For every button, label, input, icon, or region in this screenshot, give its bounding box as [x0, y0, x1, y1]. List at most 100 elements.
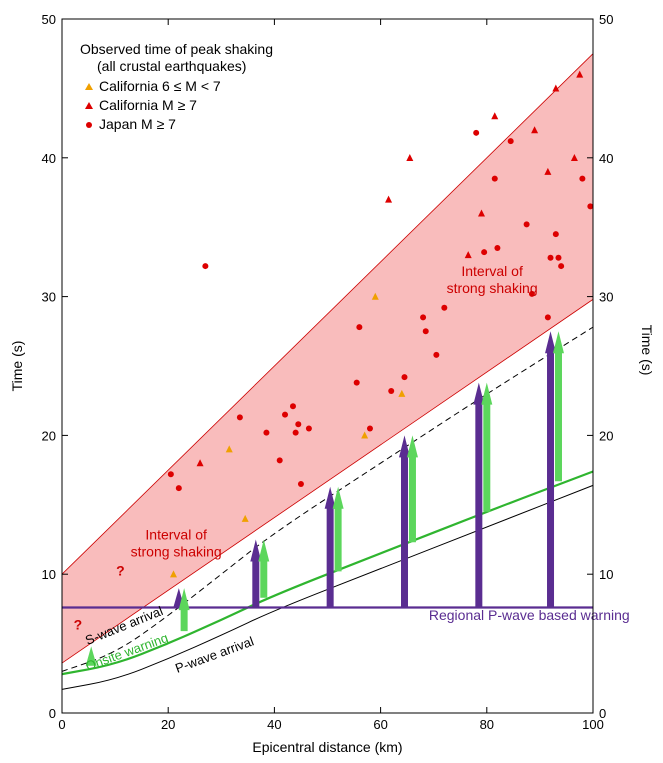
strong-shaking-band-layer: [61, 53, 594, 664]
data-point-triangle: [576, 70, 584, 78]
y-axis-label: Time (s): [9, 341, 25, 392]
data-point-circle: [523, 221, 530, 228]
y-tick-label: 10: [42, 567, 56, 582]
legend-marker-triangle: [85, 102, 93, 109]
annotation-label: strong shaking: [131, 544, 222, 560]
data-point-circle: [236, 414, 243, 421]
data-point-circle: [202, 263, 209, 270]
data-point-triangle: [570, 153, 578, 161]
data-point-triangle: [170, 570, 178, 578]
data-point-circle: [555, 254, 562, 261]
question-mark-annotation: ?: [116, 563, 125, 579]
regional-warning-arrow: [473, 382, 485, 608]
data-point-triangle: [385, 195, 393, 203]
regional-warning-arrow: [398, 435, 410, 608]
regional-warning-arrow: [545, 331, 557, 608]
regional-warning-arrow: [324, 486, 336, 608]
y-tick-label-right: 50: [599, 12, 613, 27]
data-point-triangle: [491, 112, 499, 120]
y-axis-label-right: Time (s): [639, 325, 655, 376]
y-tick-label-right: 40: [599, 151, 613, 166]
data-point-circle: [481, 249, 488, 256]
data-point-circle: [547, 254, 554, 261]
onsite-warning-arrow: [85, 646, 97, 666]
strong-shaking-band: [62, 53, 593, 664]
data-point-circle: [507, 138, 514, 145]
regional-warning-arrow: [250, 539, 262, 608]
onsite-warning-arrow: [481, 382, 493, 512]
legend: Observed time of peak shaking (all crust…: [80, 41, 273, 132]
y-tick-label-right: 0: [599, 706, 606, 721]
onsite-warning-arrow: [258, 539, 270, 598]
data-point-circle: [167, 471, 174, 478]
onsite-warning-arrow: [178, 588, 190, 632]
band-lower-edge: [61, 299, 594, 664]
annotation-label: P-wave arrival: [173, 633, 256, 675]
legend-entries: California 6 ≤ M < 7 California M ≥ 7 Japa…: [85, 78, 221, 132]
annotation-label: Interval of: [145, 527, 207, 543]
legend-marker-triangle: [85, 83, 93, 90]
data-point-circle: [401, 374, 408, 381]
data-point-triangle: [464, 251, 472, 259]
x-axis-label: Epicentral distance (km): [252, 739, 402, 755]
plot-frame: [61, 18, 594, 714]
data-point-circle: [356, 324, 363, 331]
onsite-warning-arrow: [406, 435, 418, 543]
data-point-triangle: [371, 292, 379, 300]
x-tick-label: 100: [582, 717, 604, 732]
data-points-layer: [167, 70, 594, 578]
p-wave-arrival-line: [61, 484, 594, 690]
y-tick-label: 40: [42, 151, 56, 166]
data-point-triangle: [406, 153, 414, 161]
legend-entry-label: Japan M ≥ 7: [99, 116, 176, 132]
data-point-circle: [494, 245, 501, 252]
lines-layer: [61, 326, 594, 690]
data-point-triangle: [361, 431, 369, 439]
warning-arrows-layer: [85, 331, 564, 666]
data-point-circle: [579, 175, 586, 182]
data-point-circle: [297, 480, 304, 487]
onsite-warning-arrow: [332, 486, 344, 572]
legend-marker-circle: [86, 122, 92, 128]
data-point-circle: [175, 485, 182, 492]
y-tick-label: 20: [42, 428, 56, 443]
x-tick-label: 20: [161, 717, 175, 732]
onsite-warning-arrow: [552, 331, 564, 482]
x-tick-label: 80: [480, 717, 494, 732]
data-point-circle: [552, 231, 559, 238]
legend-entry-label: California M ≥ 7: [99, 97, 197, 113]
y-tick-label-right: 30: [599, 290, 613, 305]
data-point-circle: [366, 425, 373, 432]
data-point-circle: [587, 203, 594, 210]
data-point-circle: [295, 421, 302, 428]
y-tick-label: 0: [49, 706, 56, 721]
data-point-triangle: [225, 445, 233, 453]
data-point-circle: [263, 429, 270, 436]
data-point-circle: [491, 175, 498, 182]
x-tick-label: 60: [373, 717, 387, 732]
data-point-circle: [544, 314, 551, 321]
data-point-triangle: [398, 389, 406, 397]
legend-entry-label: California 6 ≤ M < 7: [99, 78, 221, 94]
data-point-triangle: [477, 209, 485, 217]
data-point-triangle: [531, 126, 539, 134]
s-wave-arrival-line: [61, 326, 594, 672]
data-point-triangle: [544, 167, 552, 175]
data-point-circle: [305, 425, 312, 432]
data-point-triangle: [241, 514, 249, 522]
data-point-circle: [292, 429, 299, 436]
data-point-circle: [441, 304, 448, 311]
y-tick-label-right: 10: [599, 567, 613, 582]
data-point-circle: [353, 379, 360, 386]
band-upper-edge: [61, 53, 594, 575]
annotation-label: Interval of: [461, 263, 523, 279]
data-point-circle: [558, 263, 565, 270]
legend-subtitle: (all crustal earthquakes): [97, 58, 246, 74]
data-point-circle: [473, 129, 480, 136]
data-point-circle: [420, 314, 427, 321]
data-point-circle: [276, 457, 283, 464]
annotation-label: Regional P-wave based warning: [429, 607, 630, 623]
y-tick-label-right: 20: [599, 428, 613, 443]
